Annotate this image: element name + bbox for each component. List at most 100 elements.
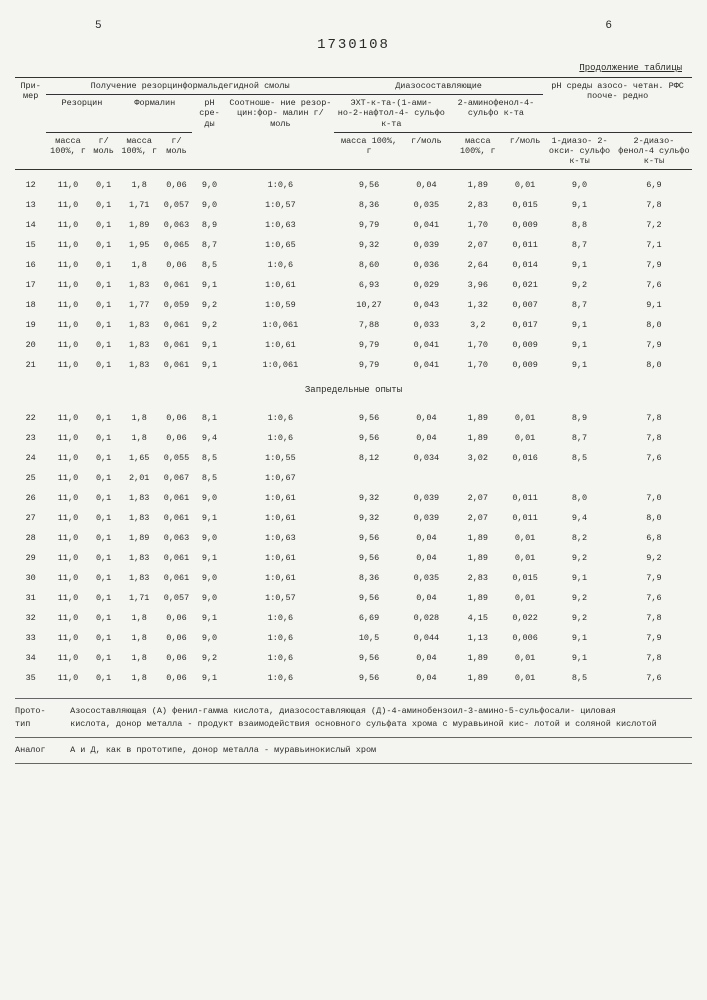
cell: 34 xyxy=(15,648,46,668)
cell: 0,065 xyxy=(161,235,192,255)
cell: 4,15 xyxy=(449,608,507,628)
cell: 9,56 xyxy=(334,668,404,688)
table-header: При- мер Получение резорцинформальдегидн… xyxy=(15,78,692,170)
cell: 9,56 xyxy=(334,403,404,428)
table-row: 2111,00,11,830,0619,11:0,0619,790,0411,7… xyxy=(15,355,692,375)
cell: 1,89 xyxy=(449,648,507,668)
cell: 0,1 xyxy=(90,335,118,355)
cell: 11,0 xyxy=(46,428,89,448)
cell: 0,009 xyxy=(507,355,543,375)
cell: 1:0,6 xyxy=(227,648,334,668)
cell: 9,1 xyxy=(192,355,227,375)
cell: 0,04 xyxy=(404,403,448,428)
cell: 0,01 xyxy=(507,170,543,196)
cell: 0,057 xyxy=(161,195,192,215)
table-row: 2511,00,12,010,0678,51:0,67 xyxy=(15,468,692,488)
cell: 9,0 xyxy=(192,170,227,196)
cell: 1:0,63 xyxy=(227,215,334,235)
cell: 1,89 xyxy=(449,588,507,608)
cell: 2,01 xyxy=(118,468,161,488)
table-row: 2911,00,11,830,0619,11:0,619,560,041,890… xyxy=(15,548,692,568)
col-gmol: г/моль xyxy=(507,132,543,170)
cell: 16 xyxy=(15,255,46,275)
cell: 0,061 xyxy=(161,488,192,508)
cell: 9,1 xyxy=(192,608,227,628)
cell: 0,006 xyxy=(507,628,543,648)
cell: 10,27 xyxy=(334,295,404,315)
cell: 2,07 xyxy=(449,488,507,508)
cell: 9,0 xyxy=(192,195,227,215)
cell: 8,1 xyxy=(192,403,227,428)
cell: 0,1 xyxy=(90,315,118,335)
cell: 9,0 xyxy=(192,628,227,648)
cell: 1,8 xyxy=(118,628,161,648)
cell: 1,8 xyxy=(118,403,161,428)
cell: 18 xyxy=(15,295,46,315)
table-row: 1811,00,11,770,0599,21:0,5910,270,0431,3… xyxy=(15,295,692,315)
col-mass: масса 100%, г xyxy=(46,132,89,170)
cell: 8,9 xyxy=(543,403,616,428)
cell: 9,32 xyxy=(334,488,404,508)
cell: 3,96 xyxy=(449,275,507,295)
cell: 11,0 xyxy=(46,255,89,275)
cell: 9,0 xyxy=(192,488,227,508)
table-row: 2711,00,11,830,0619,11:0,619,320,0392,07… xyxy=(15,508,692,528)
cell xyxy=(449,468,507,488)
cell: 9,32 xyxy=(334,508,404,528)
cell: 7,9 xyxy=(616,335,692,355)
table-body-1: 1211,00,11,80,069,01:0,69,560,041,890,01… xyxy=(15,170,692,376)
cell: 1:0,57 xyxy=(227,195,334,215)
cell: 9,2 xyxy=(192,648,227,668)
cell: 0,007 xyxy=(507,295,543,315)
cell: 1,32 xyxy=(449,295,507,315)
cell: 1:0,61 xyxy=(227,568,334,588)
cell: 9,4 xyxy=(543,508,616,528)
cell: 0,1 xyxy=(90,355,118,375)
cell: 9,56 xyxy=(334,428,404,448)
cell: 0,04 xyxy=(404,588,448,608)
cell: 1,83 xyxy=(118,315,161,335)
cell: 11,0 xyxy=(46,295,89,315)
cell: 11,0 xyxy=(46,628,89,648)
cell: 11,0 xyxy=(46,488,89,508)
col-ph2a: 1-диазо- 2-окси- сульфо к-ты xyxy=(543,132,616,170)
cell: 0,035 xyxy=(404,195,448,215)
cell: 0,01 xyxy=(507,648,543,668)
document-number: 1730108 xyxy=(15,37,692,53)
cell: 9,56 xyxy=(334,170,404,196)
table-row: 1511,00,11,950,0658,71:0,659,320,0392,07… xyxy=(15,235,692,255)
table-row: 3111,00,11,710,0579,01:0,579,560,041,890… xyxy=(15,588,692,608)
cell: 8,7 xyxy=(543,295,616,315)
cell: 7,6 xyxy=(616,448,692,468)
col-group2: Диазосоставляющие xyxy=(334,78,543,95)
cell: 7,6 xyxy=(616,668,692,688)
cell: 1:0,061 xyxy=(227,355,334,375)
cell: 11,0 xyxy=(46,668,89,688)
col-gmol: г/моль xyxy=(404,132,448,170)
cell: 7,8 xyxy=(616,608,692,628)
cell: 31 xyxy=(15,588,46,608)
cell: 1,89 xyxy=(449,528,507,548)
cell: 0,011 xyxy=(507,508,543,528)
cell: 0,061 xyxy=(161,508,192,528)
cell xyxy=(616,468,692,488)
cell: 0,016 xyxy=(507,448,543,468)
cell: 2,07 xyxy=(449,508,507,528)
cell: 7,8 xyxy=(616,403,692,428)
cell: 20 xyxy=(15,335,46,355)
cell: 8,7 xyxy=(192,235,227,255)
cell: 8,0 xyxy=(543,488,616,508)
cell: 12 xyxy=(15,170,46,196)
cell: 9,1 xyxy=(616,295,692,315)
col-mass: масса 100%, г xyxy=(118,132,161,170)
cell: 9,1 xyxy=(192,335,227,355)
cell: 1:0,6 xyxy=(227,668,334,688)
cell: 11,0 xyxy=(46,568,89,588)
cell: 1,8 xyxy=(118,648,161,668)
cell: 3,02 xyxy=(449,448,507,468)
cell: 0,06 xyxy=(161,648,192,668)
cell: 9,2 xyxy=(192,315,227,335)
cell: 1,83 xyxy=(118,488,161,508)
table-row: 2611,00,11,830,0619,01:0,619,320,0392,07… xyxy=(15,488,692,508)
cell: 0,061 xyxy=(161,335,192,355)
